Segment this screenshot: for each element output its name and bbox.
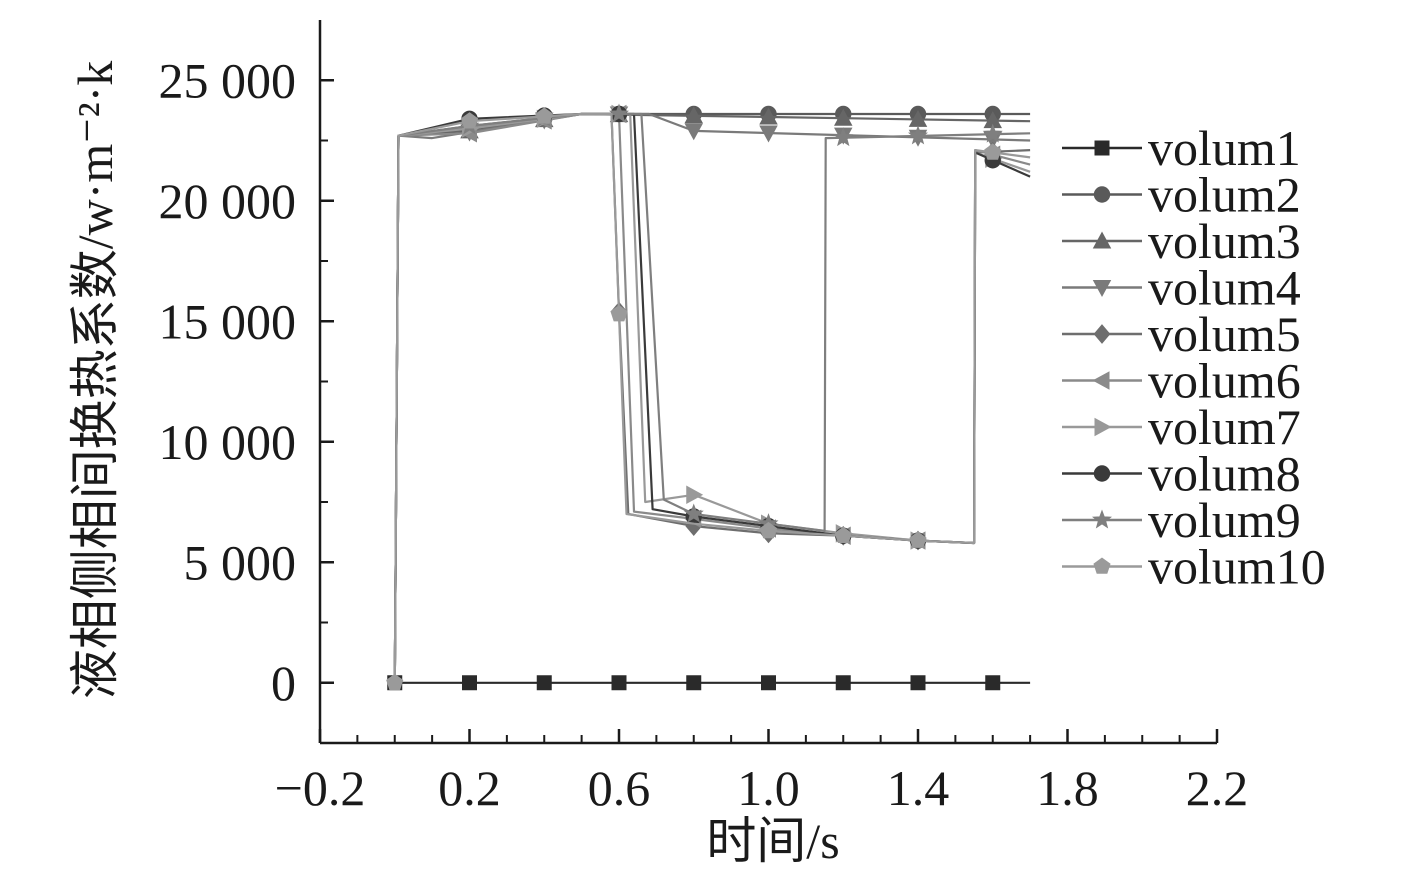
legend-label: volum1 [1148,120,1301,176]
legend-marker [1092,509,1112,529]
legend-label: volum2 [1148,167,1301,223]
data-point-volum1 [835,675,851,691]
legend-label: volum4 [1148,260,1301,316]
legend-marker [1093,465,1111,482]
data-point-volum1 [462,675,477,691]
series-volum7 [393,104,1031,683]
series-layer [386,103,1031,691]
series-line-volum4 [393,112,1031,683]
data-point-volum9 [683,503,704,523]
series-volum6 [393,104,1031,683]
legend-item-volum5: volum5 [1062,306,1301,362]
data-point-volum10 [460,112,479,129]
legend-item-volum1: volum1 [1062,120,1301,176]
legend-marker [1092,231,1112,249]
legend-item-volum7: volum7 [1062,399,1301,455]
series-volum2 [393,105,1031,683]
legend-marker [1093,324,1111,344]
series-line-volum9 [393,112,1031,683]
data-point-volum9 [908,125,928,145]
legend-item-volum4: volum4 [1062,260,1301,316]
data-point-volum10 [909,531,927,548]
data-point-volum10 [610,305,628,322]
x-tick-label: 1.0 [737,760,800,816]
legend-marker [1092,371,1110,390]
series-line-volum5 [393,112,1031,683]
legend-label: volum5 [1148,306,1301,362]
data-point-volum7 [686,485,704,505]
legend-item-volum9: volum9 [1062,492,1301,548]
data-point-volum1 [761,675,776,691]
y-tick-label: 15 000 [159,293,297,349]
legend-marker [1093,186,1111,203]
x-axis-title: 时间/s [706,813,839,869]
legend-item-volum2: volum2 [1062,167,1301,223]
data-point-volum3 [759,107,778,125]
data-point-volum3 [834,108,853,126]
y-tick-label: 20 000 [159,173,297,229]
data-point-volum3 [684,106,703,124]
data-point-volum1 [686,675,702,691]
x-tick-label: 1.8 [1036,760,1099,816]
series-line-volum8 [393,112,1031,683]
data-point-volum9 [982,123,1003,143]
legend-label: volum3 [1148,213,1301,269]
series-volum1 [387,675,1031,691]
data-point-volum10 [759,521,778,539]
legend-item-volum8: volum8 [1062,446,1301,502]
x-tick-label: 1.4 [887,760,950,816]
data-point-volum9 [833,127,854,147]
legend-label: volum7 [1148,399,1301,455]
x-tick-label: 2.2 [1186,760,1249,816]
legend-marker [1094,140,1110,156]
x-tick-label: 0.6 [588,760,651,816]
data-point-volum10 [834,526,852,544]
series-volum8 [393,105,1031,683]
axes: 0 5 000 10 000 15 000 20 000 25 000 −0.2 0.2 0.6… [159,20,1249,816]
series-volum9 [393,103,1031,683]
data-point-volum9 [609,103,629,123]
data-point-volum4 [759,125,778,143]
x-tick-label: 0.2 [438,760,501,816]
y-tick-label: 0 [271,655,296,711]
y-tick-label: 25 000 [159,52,297,108]
x-tick-label: −0.2 [275,760,366,816]
data-point-volum1 [536,675,552,691]
series-volum5 [393,108,1031,683]
data-point-volum4 [684,123,703,141]
legend-item-volum10: volum10 [1062,539,1326,595]
y-tick-label: 5 000 [184,534,297,590]
data-point-volum10 [984,143,1002,160]
series-line-volum10 [393,112,1031,683]
data-point-volum10 [386,673,404,691]
y-tick-label: 10 000 [159,414,297,470]
legend-label: volum6 [1148,353,1301,409]
series-line-volum3 [393,112,1031,683]
legend-label: volum8 [1148,446,1301,502]
data-point-volum1 [910,675,926,691]
series-volum4 [393,106,1031,683]
series-line-volum2 [393,112,1031,683]
legend-item-volum6: volum6 [1062,353,1301,409]
data-point-volum1 [611,675,627,691]
series-volum3 [393,105,1031,683]
legend-label: volum10 [1148,539,1326,595]
series-line-volum7 [393,112,1031,683]
legend-marker [1093,557,1111,574]
legend-item-volum3: volum3 [1062,213,1301,269]
series-line-volum6 [393,112,1031,683]
data-point-volum1 [985,675,1001,691]
legend-marker [1092,280,1112,297]
data-point-volum10 [535,107,553,124]
legend-marker [1094,417,1112,437]
legend-label: volum9 [1148,492,1301,548]
y-axis-title: 液相侧相间换热系数/w·m⁻²·k [67,61,123,700]
legend: volum1volum2volum3volum4volum5volum6volu… [1062,120,1326,595]
series-volum10 [386,107,1031,691]
